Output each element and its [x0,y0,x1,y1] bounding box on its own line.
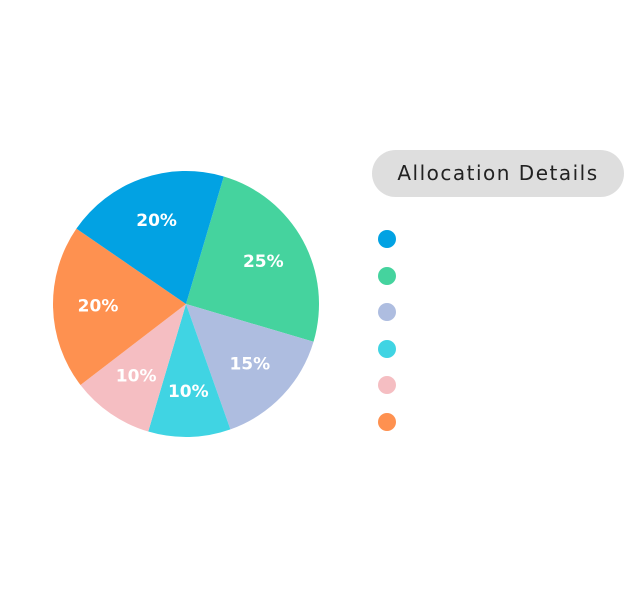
pie-slice [80,304,186,432]
legend: Allocation Details [372,150,624,431]
legend-swatch [378,376,396,395]
legend-swatch [378,230,396,248]
legend-item [372,266,624,304]
pie-slice [76,171,224,304]
slice-label: 10% [116,367,157,387]
legend-item [372,230,624,267]
pie-slice [53,228,186,385]
pie-slice [148,304,231,437]
slice-label: 15% [229,355,270,375]
pie-slice [186,176,319,342]
legend-swatch [378,266,396,285]
legend-swatch [378,303,396,322]
legend-item [372,303,624,340]
legend-item [372,376,624,413]
legend-title: Allocation Details [372,150,624,197]
legend-swatch [378,412,396,431]
legend-item [372,339,624,377]
slice-label: 20% [78,296,119,316]
slice-label: 20% [136,211,177,231]
slice-label: 25% [243,252,284,272]
pie-slice [186,304,314,430]
slice-label: 10% [168,382,209,402]
legend-item [372,412,624,450]
legend-list [372,230,624,450]
legend-swatch [378,339,396,358]
